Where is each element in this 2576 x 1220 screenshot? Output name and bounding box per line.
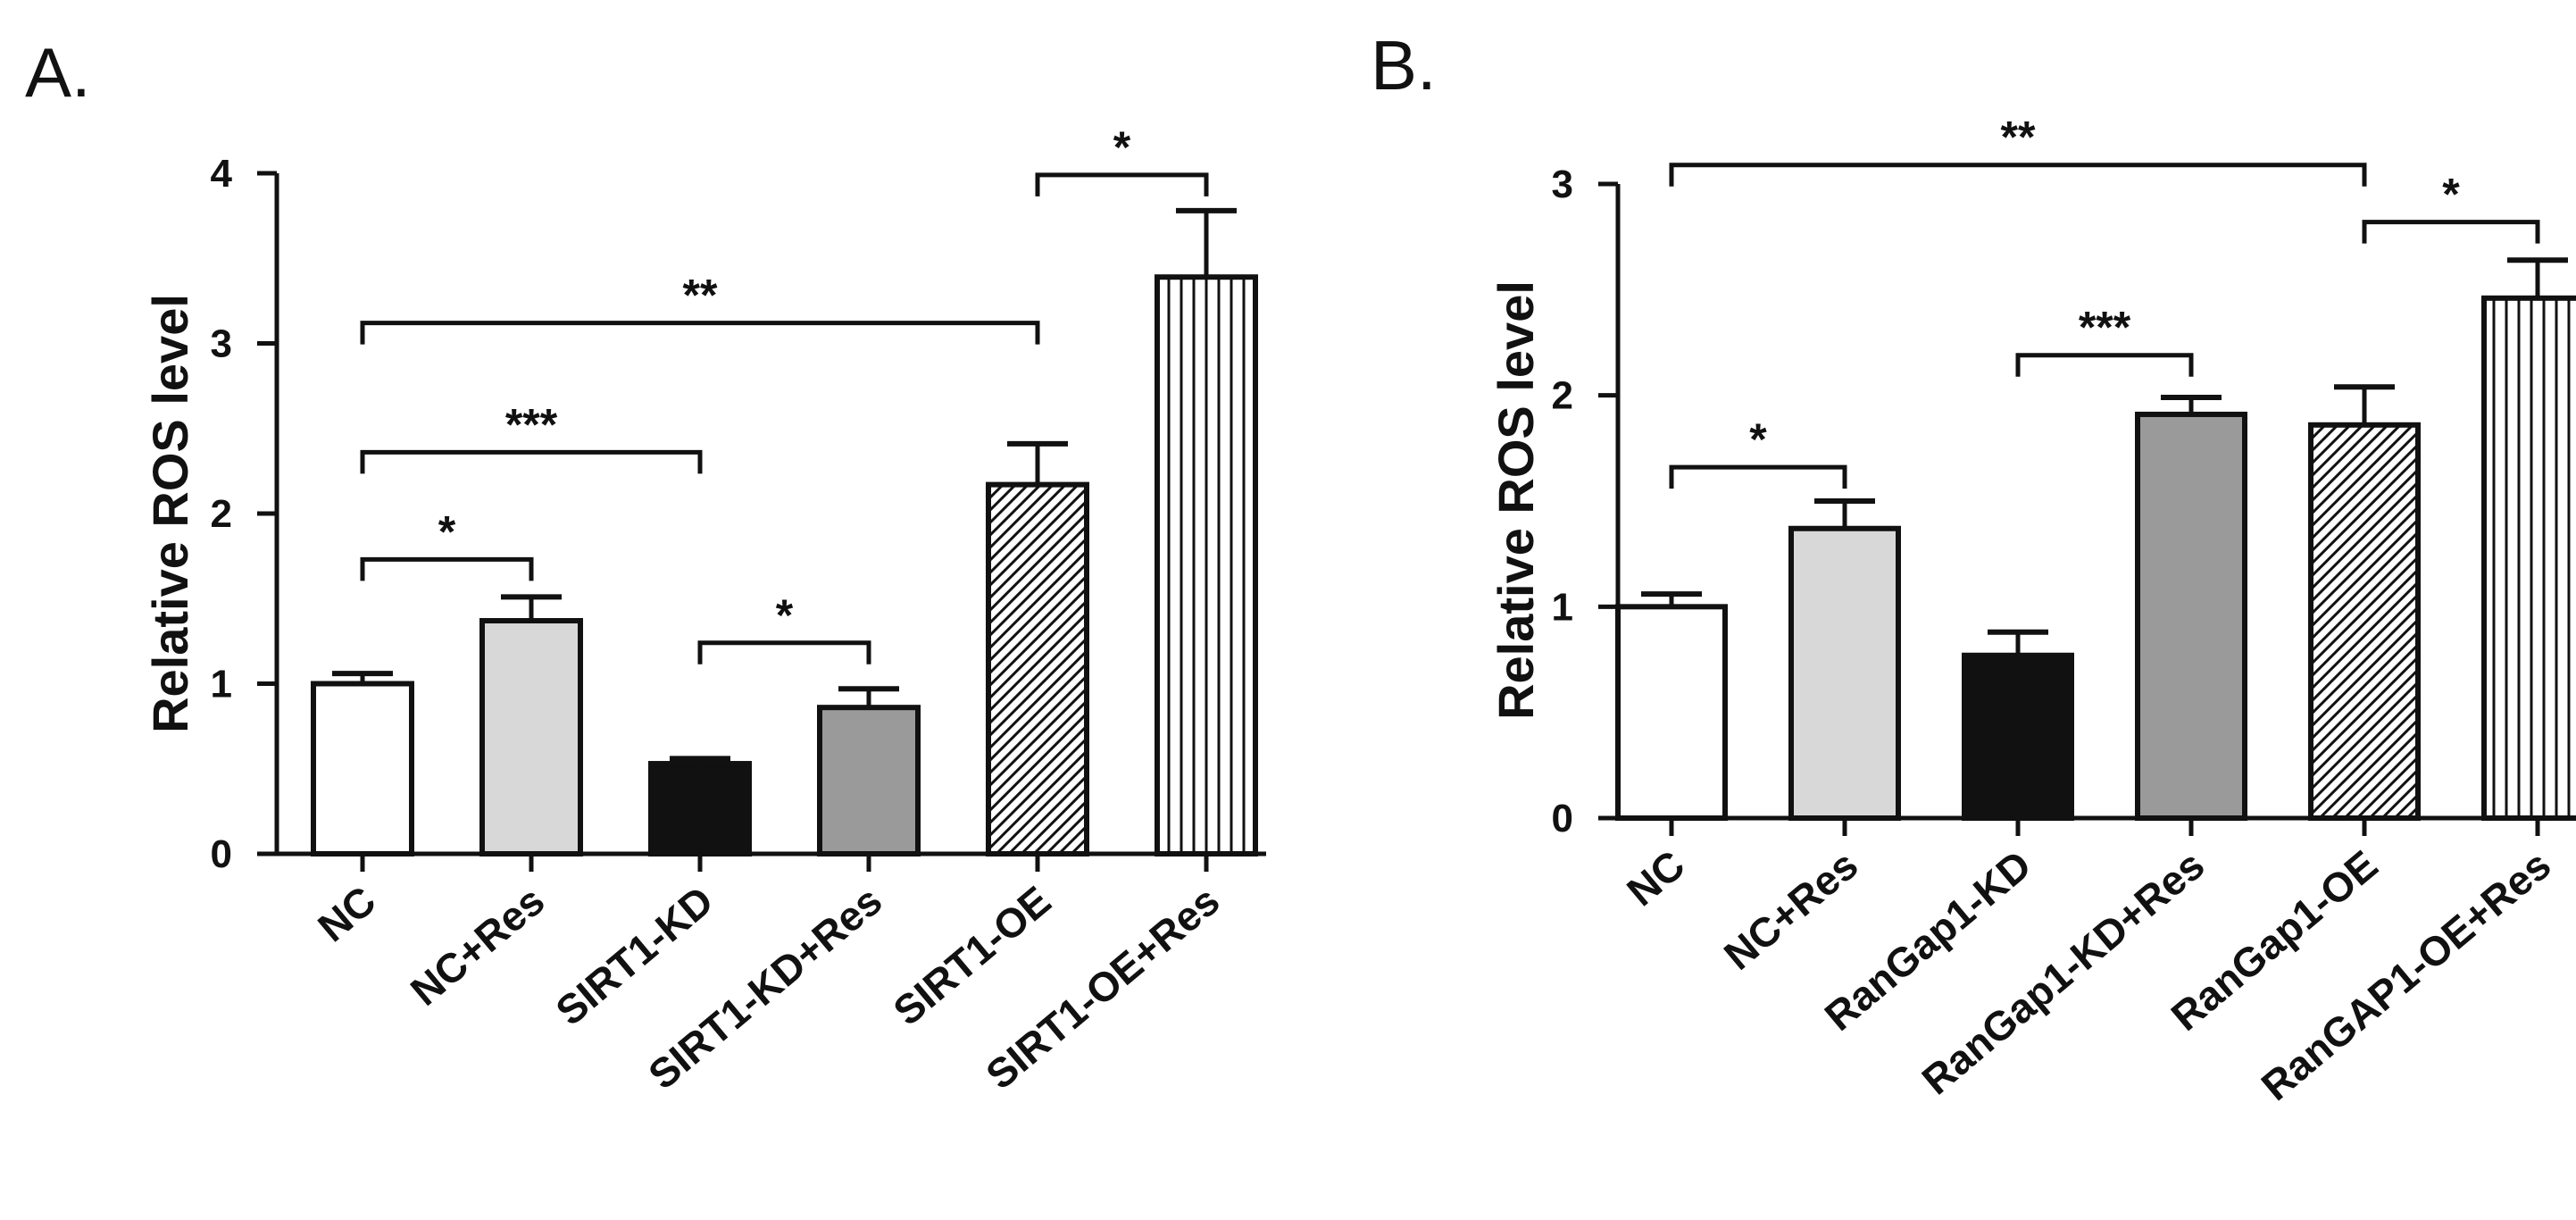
significance-label-b: * (2442, 170, 2460, 220)
y-axis-title-b: Relative ROS level (1488, 280, 1544, 720)
significance-label-a: * (1113, 122, 1131, 172)
y-tick-label-b: 2 (1552, 374, 1573, 418)
significance-bracket-a (697, 640, 871, 664)
y-tick-label-a: 0 (211, 832, 232, 876)
bar-a (1155, 274, 1258, 857)
significance-bracket-b (1669, 163, 2367, 187)
significance-bracket-a (360, 556, 534, 581)
significance-label-a: *** (505, 399, 558, 449)
panel-label-b: B. (1371, 26, 1437, 104)
y-tick-label-a: 1 (211, 663, 232, 706)
category-label-b: RanGAP1-OE+Res (2253, 841, 2560, 1109)
significance-bracket-a (360, 321, 1040, 345)
significance-label-b: * (1749, 414, 1767, 464)
bar-a (479, 618, 583, 857)
category-label-a: SIRT1-OE (884, 877, 1059, 1034)
bar-a (986, 481, 1089, 857)
significance-label-a: ** (683, 271, 718, 321)
y-tick-label-a: 3 (211, 322, 232, 366)
y-tick-label-b: 1 (1552, 585, 1573, 629)
category-label-a: NC (309, 877, 384, 951)
category-label-b: RanGap1-KD+Res (1913, 841, 2213, 1104)
y-axis-title-a: Relative ROS level (142, 294, 198, 733)
y-tick-label-b: 0 (1552, 797, 1573, 840)
y-tick-label-a: 2 (211, 492, 232, 536)
bar-b (1788, 525, 1901, 821)
bar-b (2481, 295, 2576, 821)
category-label-a: NC+Res (402, 877, 554, 1015)
significance-bracket-b (2362, 220, 2540, 244)
significance-bracket-a (1035, 172, 1209, 196)
bar-b (1962, 652, 2074, 821)
y-tick-label-b: 3 (1552, 163, 1573, 206)
bar-a (311, 681, 414, 857)
bar-a (817, 705, 921, 857)
bar-b (2135, 411, 2247, 821)
category-label-b: NC (1618, 841, 1693, 915)
bar-a (648, 761, 752, 857)
significance-label-a: * (776, 590, 794, 640)
category-label-b: NC+Res (1715, 841, 1867, 979)
significance-label-a: * (438, 506, 456, 556)
bar-b (1615, 604, 1728, 821)
significance-label-b: ** (2001, 113, 2036, 163)
significance-bracket-a (360, 449, 703, 474)
bar-b (2308, 422, 2421, 821)
significance-bracket-b (2015, 353, 2194, 377)
significance-bracket-b (1669, 464, 1847, 489)
significance-label-b: *** (2079, 303, 2131, 353)
y-tick-label-a: 4 (211, 152, 233, 196)
panel-label-a: A. (25, 33, 91, 112)
category-label-a: SIRT1-KD (547, 877, 722, 1034)
